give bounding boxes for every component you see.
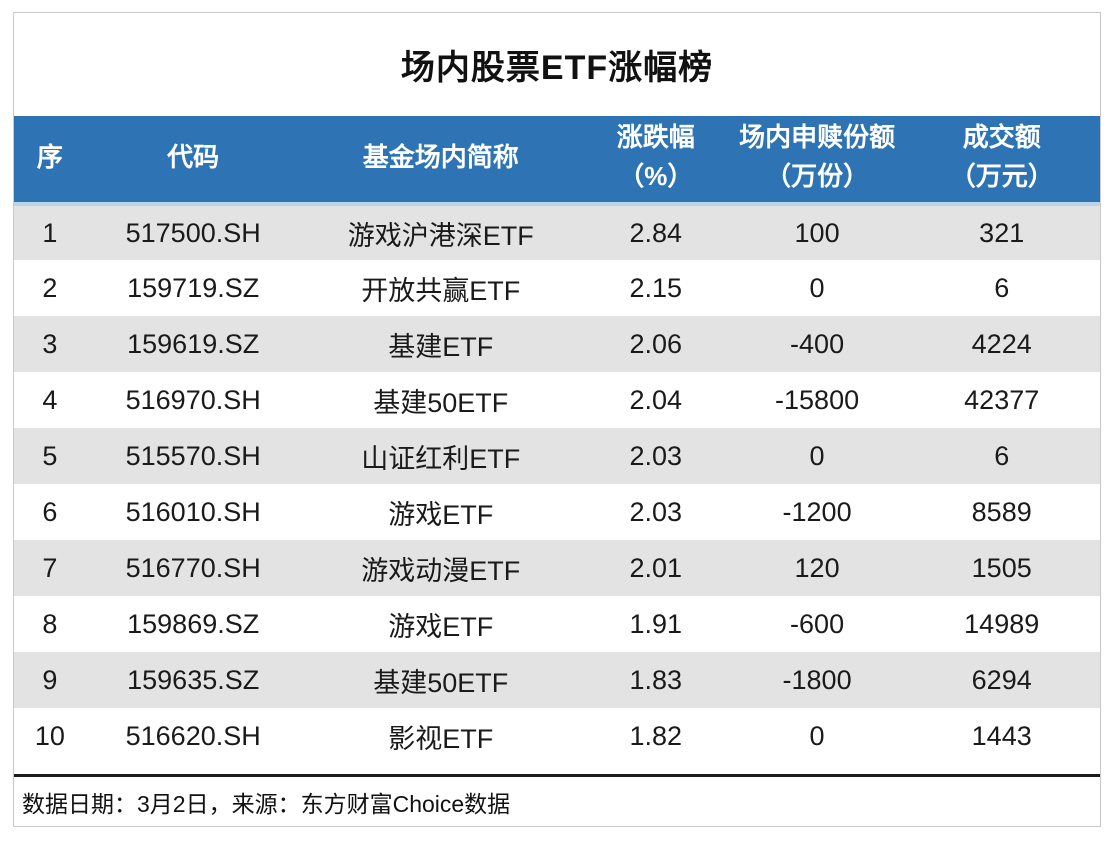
column-header-code: 代码 (85, 116, 301, 206)
etf-table: 序 代码 基金场内简称 涨跌幅 （%） 场内申赎份额 （万份） 成交额 （万元）… (14, 116, 1100, 764)
cell-shares: -1800 (782, 664, 852, 695)
cell-shares: -1200 (782, 496, 852, 527)
cell-name: 基建ETF (388, 331, 494, 362)
cell-name: 基建50ETF (373, 387, 509, 418)
cell-change: 2.01 (629, 552, 683, 583)
column-header-change: 涨跌幅 （%） (580, 116, 731, 206)
cell-seq: 4 (42, 384, 58, 415)
cell-name: 游戏ETF (388, 611, 494, 642)
cell-code: 159619.SZ (127, 328, 260, 359)
cell-change: 2.06 (629, 328, 683, 359)
cell-turnover: 6 (994, 440, 1010, 471)
cell-seq: 7 (42, 552, 58, 583)
cell-code: 516770.SH (125, 552, 261, 583)
table-row: 10 516620.SH 影视ETF 1.82 0 1443 (14, 708, 1100, 764)
cell-shares: 100 (794, 217, 840, 248)
page-title: 场内股票ETF涨幅榜 (400, 49, 714, 87)
cell-name: 基建50ETF (373, 667, 509, 698)
cell-turnover: 1443 (971, 720, 1032, 751)
column-header-name: 基金场内简称 (300, 116, 581, 206)
cell-name: 山证红利ETF (361, 443, 521, 474)
cell-change: 2.03 (629, 496, 683, 527)
table-row: 6 516010.SH 游戏ETF 2.03 -1200 8589 (14, 484, 1100, 540)
cell-turnover: 6 (994, 272, 1010, 303)
table-header: 序 代码 基金场内简称 涨跌幅 （%） 场内申赎份额 （万份） 成交额 （万元） (14, 116, 1100, 206)
cell-turnover: 1505 (971, 552, 1032, 583)
table-row: 2 159719.SZ 开放共赢ETF 2.15 0 6 (14, 260, 1100, 316)
header-row: 序 代码 基金场内简称 涨跌幅 （%） 场内申赎份额 （万份） 成交额 （万元） (14, 116, 1100, 206)
table-row: 9 159635.SZ 基建50ETF 1.83 -1800 6294 (14, 652, 1100, 708)
cell-seq: 6 (42, 496, 58, 527)
cell-change: 2.15 (629, 272, 683, 303)
cell-turnover: 14989 (964, 608, 1040, 639)
cell-code: 159869.SZ (127, 608, 260, 639)
cell-shares: -400 (790, 328, 845, 359)
cell-code: 159635.SZ (127, 664, 260, 695)
title-area: 场内股票ETF涨幅榜 (14, 13, 1100, 116)
cell-seq: 2 (42, 272, 58, 303)
cell-turnover: 6294 (971, 664, 1032, 695)
cell-seq: 9 (42, 664, 58, 695)
cell-shares: -15800 (775, 384, 860, 415)
cell-code: 517500.SH (125, 217, 261, 248)
cell-name: 游戏ETF (388, 499, 494, 530)
data-source-note: 数据日期：3月2日，来源：东方财富Choice数据 (14, 774, 1100, 826)
cell-turnover: 4224 (971, 328, 1032, 359)
cell-turnover: 321 (979, 217, 1025, 248)
spacer (14, 764, 1100, 774)
table-row: 3 159619.SZ 基建ETF 2.06 -400 4224 (14, 316, 1100, 372)
cell-name: 开放共赢ETF (361, 275, 521, 306)
table-row: 7 516770.SH 游戏动漫ETF 2.01 120 1505 (14, 540, 1100, 596)
cell-seq: 3 (42, 328, 58, 359)
cell-shares: -600 (790, 608, 845, 639)
cell-code: 516970.SH (125, 384, 261, 415)
cell-name: 游戏沪港深ETF (347, 220, 534, 251)
table-row: 4 516970.SH 基建50ETF 2.04 -15800 42377 (14, 372, 1100, 428)
cell-turnover: 42377 (964, 384, 1040, 415)
column-header-shares: 场内申赎份额 （万份） (730, 116, 904, 206)
cell-seq: 1 (42, 217, 58, 248)
cell-name: 影视ETF (388, 723, 494, 754)
cell-change: 1.82 (629, 720, 683, 751)
table-row: 8 159869.SZ 游戏ETF 1.91 -600 14989 (14, 596, 1100, 652)
cell-change: 1.91 (629, 608, 683, 639)
cell-turnover: 8589 (971, 496, 1032, 527)
cell-shares: 0 (809, 720, 825, 751)
cell-change: 1.83 (629, 664, 683, 695)
cell-change: 2.84 (629, 217, 683, 248)
cell-code: 516620.SH (125, 720, 261, 751)
cell-shares: 0 (809, 440, 825, 471)
cell-change: 2.03 (629, 440, 683, 471)
etf-ranking-card: 场内股票ETF涨幅榜 序 代码 基金场内简称 涨跌幅 （%） 场内申赎份额 （万… (13, 12, 1101, 827)
cell-seq: 8 (42, 608, 58, 639)
cell-change: 2.04 (629, 384, 683, 415)
table-body: 1 517500.SH 游戏沪港深ETF 2.84 100 321 2 1597… (14, 204, 1100, 764)
cell-shares: 0 (809, 272, 825, 303)
cell-shares: 120 (794, 552, 840, 583)
cell-code: 516010.SH (125, 496, 261, 527)
table-row: 1 517500.SH 游戏沪港深ETF 2.84 100 321 (14, 204, 1100, 260)
column-header-turnover: 成交额 （万元） (903, 116, 1100, 206)
cell-seq: 10 (34, 720, 65, 751)
table-row: 5 515570.SH 山证红利ETF 2.03 0 6 (14, 428, 1100, 484)
cell-code: 159719.SZ (127, 272, 260, 303)
cell-name: 游戏动漫ETF (361, 555, 521, 586)
column-header-seq: 序 (14, 116, 86, 206)
cell-seq: 5 (42, 440, 58, 471)
cell-code: 515570.SH (125, 440, 261, 471)
